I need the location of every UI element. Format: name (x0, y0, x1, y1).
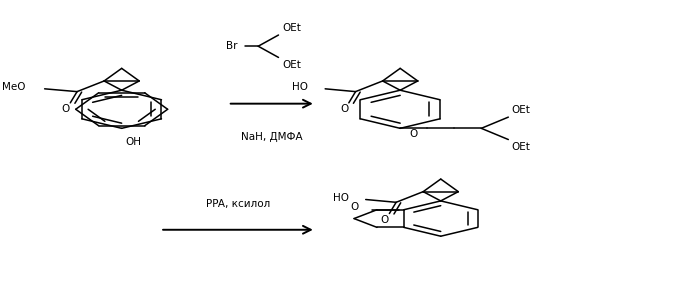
Text: OEt: OEt (282, 23, 301, 33)
Text: MeO: MeO (2, 82, 26, 93)
Text: O: O (62, 104, 70, 114)
Text: O: O (340, 104, 348, 114)
Text: HO: HO (333, 193, 349, 203)
Text: HO: HO (292, 82, 308, 93)
Text: OEt: OEt (511, 142, 530, 152)
Text: NaH, ДМФА: NaH, ДМФА (241, 132, 303, 142)
Text: O: O (350, 202, 358, 213)
Text: O: O (410, 130, 418, 140)
Text: O: O (380, 215, 389, 225)
Text: PPA, ксилол: PPA, ксилол (206, 199, 270, 209)
Text: OEt: OEt (282, 60, 301, 70)
Text: Br: Br (226, 41, 238, 51)
Text: OH: OH (125, 137, 141, 147)
Text: OEt: OEt (511, 105, 530, 115)
